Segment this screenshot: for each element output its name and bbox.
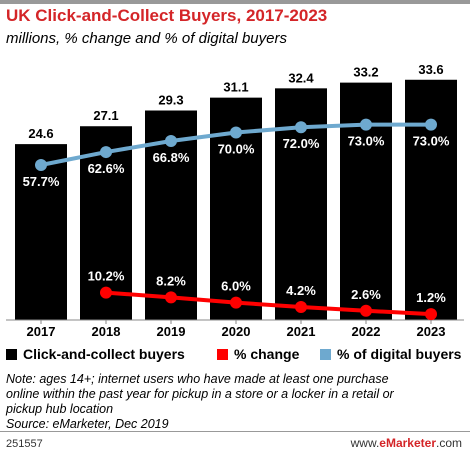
x-tick-label-2023: 2023 [417,324,446,339]
source-line: Source: eMarketer, Dec 2019 [6,417,169,431]
point-digital-2023 [425,118,437,131]
bar-label-2017: 24.6 [28,126,53,141]
note-line-1: Note: ages 14+; internet users who have … [6,372,389,386]
label-digital-2017: 57.7% [23,174,60,189]
top-rule [0,0,470,4]
point-digital-2018 [100,146,112,159]
point-digital-2020 [230,126,242,139]
point-change-2019 [165,291,177,304]
point-change-2022 [360,304,372,317]
label-change-2020: 6.0% [221,279,251,294]
legend-item-change: % change [217,346,299,362]
point-digital-2017 [35,159,47,171]
brand-url: www.eMarketer.com [351,436,462,450]
legend-swatch-buyers [6,348,17,360]
bar-label-2020: 31.1 [223,80,248,95]
chart-note: Note: ages 14+; internet users who have … [6,372,464,432]
brand-suffix: .com [435,436,462,450]
x-tick-label-2018: 2018 [92,324,121,339]
legend-label-change: % change [234,346,300,362]
legend-label-buyers: Click-and-collect buyers [23,346,185,362]
bar-2022 [340,82,392,321]
bar-label-2021: 32.4 [288,70,314,85]
bar-label-2019: 29.3 [158,93,183,108]
bar-label-2022: 33.2 [353,65,378,80]
label-digital-2019: 66.8% [153,150,190,165]
legend-swatch-change [217,348,228,360]
note-line-2: online within the past year for pickup i… [6,387,394,401]
legend-item-digital: % of digital buyers [320,346,461,362]
brand-name: eMarketer [379,436,436,450]
point-digital-2022 [360,118,372,131]
label-digital-2021: 72.0% [283,136,320,151]
bar-2023 [405,79,457,320]
label-change-2021: 4.2% [286,283,316,298]
point-digital-2021 [295,121,307,134]
chart-id: 251557 [6,438,43,450]
label-change-2023: 1.2% [416,290,446,305]
label-digital-2018: 62.6% [88,161,125,176]
x-tick-label-2021: 2021 [287,324,316,339]
line-percent-change [105,290,432,317]
x-tick-label-2017: 2017 [27,324,56,339]
note-line-3: pickup hub location [6,402,114,416]
point-change-2021 [295,300,307,313]
bottom-rule [0,431,470,432]
point-change-2018 [100,286,112,299]
legend-swatch-digital [320,348,331,360]
label-digital-2022: 73.0% [348,134,385,149]
label-digital-2023: 73.0% [413,134,450,149]
chart-title: UK Click-and-Collect Buyers, 2017-2023 [6,6,328,25]
bar-2017 [15,144,67,320]
brand-prefix: www. [350,436,380,450]
bar-label-2018: 27.1 [93,108,118,123]
label-digital-2020: 70.0% [218,142,255,157]
chart-subtitle: millions, % change and % of digital buye… [6,30,287,47]
x-tick-label-2020: 2020 [222,324,251,339]
point-change-2023 [425,308,437,321]
label-change-2022: 2.6% [351,287,381,302]
x-tick-label-2022: 2022 [352,324,381,339]
legend-label-digital: % of digital buyers [337,346,462,362]
x-tick-label-2019: 2019 [157,324,186,339]
point-digital-2019 [165,134,177,147]
point-change-2020 [230,296,242,309]
legend-item-buyers: Click-and-collect buyers [6,346,185,362]
label-change-2019: 8.2% [156,273,186,288]
label-change-2018: 10.2% [88,269,125,284]
bar-label-2023: 33.6 [418,62,443,77]
chart-plot: 24.6 27.1 29.3 31.1 32.4 33.2 33.6 2017 2018 2019… [6,62,464,339]
